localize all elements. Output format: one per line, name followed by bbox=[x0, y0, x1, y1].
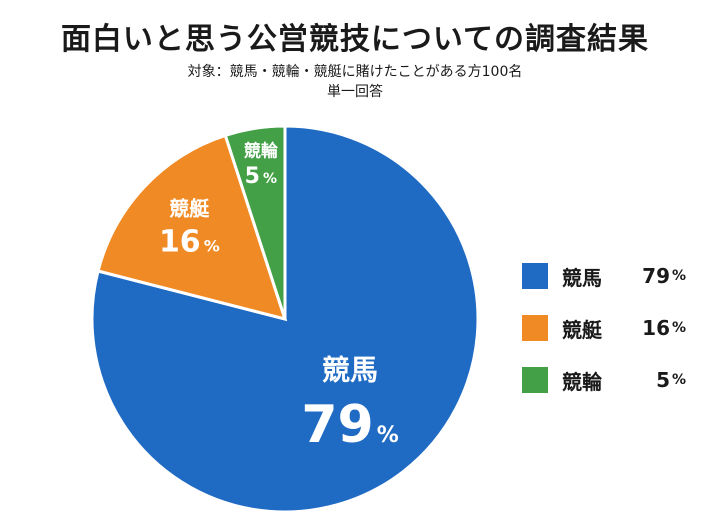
slice-value-label: 79% bbox=[301, 395, 398, 455]
pie-slice-1 bbox=[96, 133, 288, 322]
legend-value: 5 bbox=[656, 368, 670, 392]
chart-subtitle: 対象：競馬・競輪・競艇に賭けたことがある方100名 単一回答 bbox=[0, 62, 710, 102]
pie-slice-0 bbox=[90, 124, 480, 514]
pie-slice-2 bbox=[223, 124, 287, 320]
legend-label: 競輪 bbox=[562, 369, 602, 394]
slice-name-label: 競馬 bbox=[322, 353, 378, 386]
subtitle-target: 対象：競馬・競輪・競艇に賭けたことがある方100名 bbox=[187, 64, 523, 80]
legend-item-keirin: 競輪 5 % bbox=[522, 354, 686, 406]
legend-swatch bbox=[522, 263, 548, 289]
legend-unit: % bbox=[672, 268, 687, 284]
legend-value: 79 bbox=[642, 264, 670, 288]
slice-name-label: 競輪 bbox=[244, 141, 279, 162]
legend-label: 競馬 bbox=[562, 265, 602, 290]
slice-value-label: 5% bbox=[245, 164, 277, 189]
legend: 競馬 79 % 競艇 16 % 競輪 5 % bbox=[522, 250, 686, 406]
legend-label: 競艇 bbox=[562, 317, 602, 342]
legend-swatch bbox=[522, 315, 548, 341]
legend-item-keiba: 競馬 79 % bbox=[522, 250, 686, 302]
legend-value: 16 bbox=[642, 316, 670, 340]
subtitle-answer-type: 単一回答 bbox=[327, 84, 383, 100]
slice-name-label: 競艇 bbox=[169, 197, 210, 221]
legend-item-kyotei: 競艇 16 % bbox=[522, 302, 686, 354]
legend-unit: % bbox=[672, 372, 687, 388]
slice-value-label: 16% bbox=[159, 225, 220, 260]
legend-unit: % bbox=[672, 320, 687, 336]
chart-title: 面白いと思う公営競技についての調査結果 bbox=[60, 22, 650, 57]
legend-swatch bbox=[522, 367, 548, 393]
